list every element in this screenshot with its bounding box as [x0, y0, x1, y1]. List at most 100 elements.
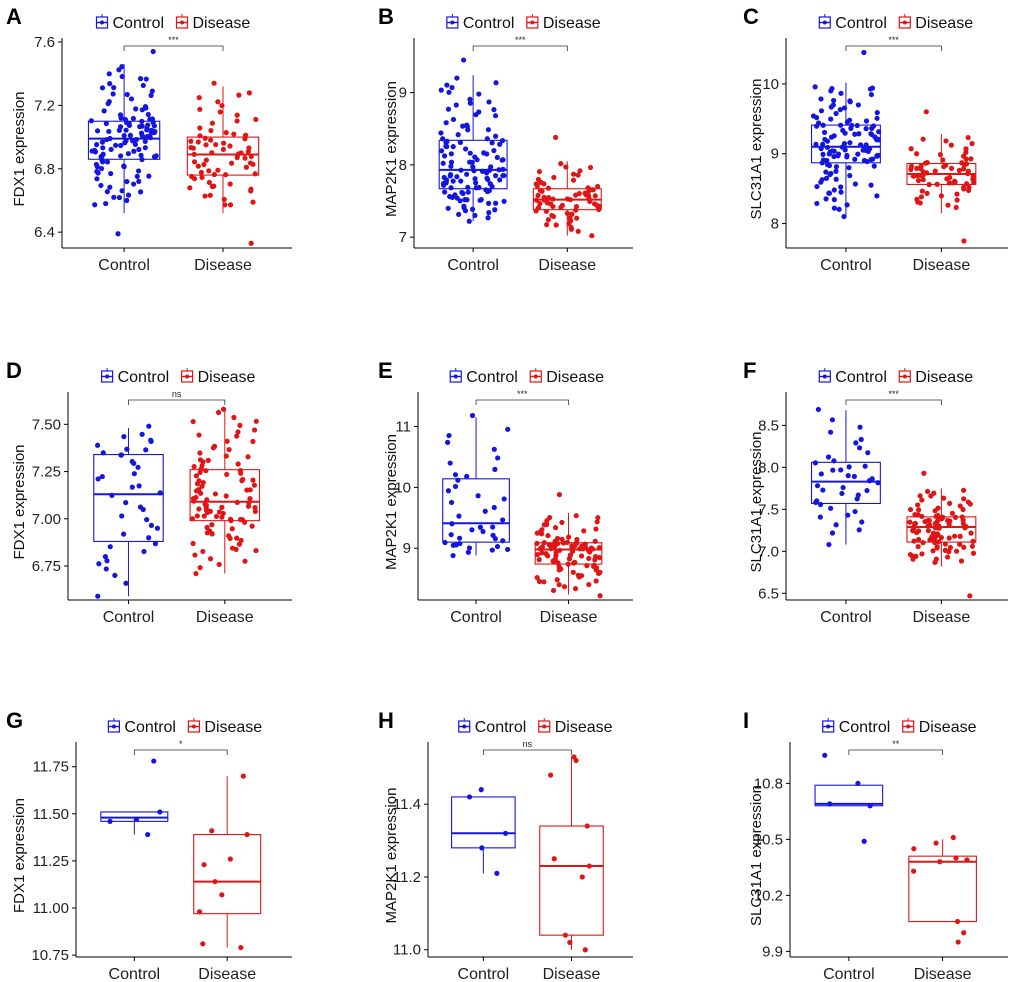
data-point: [151, 758, 157, 764]
data-point: [443, 120, 449, 126]
data-point: [98, 166, 105, 172]
data-point: [817, 501, 824, 508]
legend-item-control[interactable]: Control: [449, 368, 518, 386]
data-point: [959, 160, 965, 166]
legend-item-disease[interactable]: Disease: [187, 718, 262, 736]
data-point: [213, 513, 220, 520]
data-point: [102, 554, 109, 560]
data-point: [141, 548, 147, 555]
data-point: [541, 194, 547, 200]
x-category-label: Control: [458, 966, 510, 982]
y-axis-label: MAP2K1 expression: [383, 81, 400, 217]
data-point: [856, 445, 863, 451]
data-point: [833, 176, 839, 182]
box-iqr: [539, 825, 604, 936]
data-point: [914, 151, 920, 157]
legend-key-dot: [902, 20, 907, 25]
y-tick-label: 9: [771, 146, 779, 163]
data-point: [539, 544, 546, 550]
legend-item-disease[interactable]: Disease: [181, 368, 256, 386]
data-point: [915, 507, 922, 513]
legend-item-control[interactable]: Control: [95, 14, 165, 32]
data-point: [459, 189, 465, 196]
data-point: [861, 838, 867, 844]
data-point: [960, 521, 966, 527]
data-point: [481, 150, 487, 156]
data-point: [118, 452, 124, 458]
data-point: [485, 127, 491, 133]
data-point: [838, 122, 844, 128]
data-point: [137, 76, 144, 82]
data-point: [824, 162, 831, 168]
legend-item-disease[interactable]: Disease: [529, 368, 604, 386]
y-tick-label: 10: [394, 479, 411, 496]
data-point: [140, 82, 146, 89]
legend-item-disease[interactable]: Disease: [526, 14, 601, 32]
legend-item-disease[interactable]: Disease: [538, 718, 613, 736]
data-point: [572, 586, 579, 592]
data-point: [861, 49, 867, 56]
data-point: [211, 80, 217, 86]
data-point: [99, 473, 105, 480]
data-point: [874, 193, 880, 199]
legend-item-disease[interactable]: Disease: [898, 14, 973, 32]
data-point: [495, 455, 501, 461]
data-point: [561, 584, 568, 590]
data-point: [597, 569, 603, 575]
legend-item-control[interactable]: Control: [818, 368, 887, 386]
data-point: [586, 863, 592, 869]
data-point: [545, 194, 552, 201]
y-tick-label: 7.50: [32, 416, 61, 433]
box-iqr: [438, 139, 508, 190]
legend-item-control[interactable]: Control: [100, 368, 170, 386]
data-point: [189, 173, 195, 180]
data-point: [961, 496, 967, 502]
data-point: [963, 161, 970, 167]
data-point: [238, 537, 244, 544]
data-point: [937, 152, 944, 158]
data-point: [245, 454, 251, 460]
data-point: [453, 102, 459, 108]
data-point: [231, 414, 237, 421]
data-point: [236, 92, 242, 98]
data-point: [483, 187, 489, 193]
y-axis-label: SLC31A1 expression: [748, 432, 765, 573]
data-point: [203, 507, 210, 513]
data-point: [939, 516, 945, 522]
legend-item-disease[interactable]: Disease: [175, 14, 251, 32]
legend-item-disease[interactable]: Disease: [902, 718, 977, 736]
box-disease: [189, 406, 261, 577]
data-point: [246, 145, 252, 151]
data-point: [242, 132, 249, 138]
legend-item-control[interactable]: Control: [818, 14, 887, 32]
data-point: [814, 200, 820, 207]
data-point: [852, 156, 858, 162]
data-point: [952, 533, 958, 539]
significance-label: ***: [515, 35, 526, 45]
data-point: [913, 553, 919, 559]
data-point: [211, 171, 217, 178]
data-point: [823, 175, 830, 181]
data-point: [829, 530, 836, 536]
data-point: [125, 151, 132, 157]
data-point: [465, 184, 471, 190]
data-point: [104, 159, 111, 165]
legend-key-dot: [185, 374, 190, 379]
legend-label: Disease: [193, 15, 251, 32]
data-point: [464, 197, 470, 203]
data-point: [449, 84, 455, 91]
legend-item-disease[interactable]: Disease: [898, 368, 973, 386]
box-disease: [539, 754, 604, 953]
y-tick-label: 7.5: [758, 501, 779, 518]
data-point: [841, 213, 847, 220]
data-point: [968, 156, 974, 162]
legend-item-control[interactable]: Control: [446, 14, 515, 32]
data-point: [960, 506, 966, 513]
data-point: [924, 190, 930, 196]
legend-item-control[interactable]: Control: [822, 718, 891, 736]
legend-item-control[interactable]: Control: [458, 718, 527, 736]
legend-item-control[interactable]: Control: [107, 718, 176, 736]
data-point: [954, 191, 960, 197]
x-category-label: Control: [103, 609, 155, 626]
data-point: [142, 145, 148, 151]
